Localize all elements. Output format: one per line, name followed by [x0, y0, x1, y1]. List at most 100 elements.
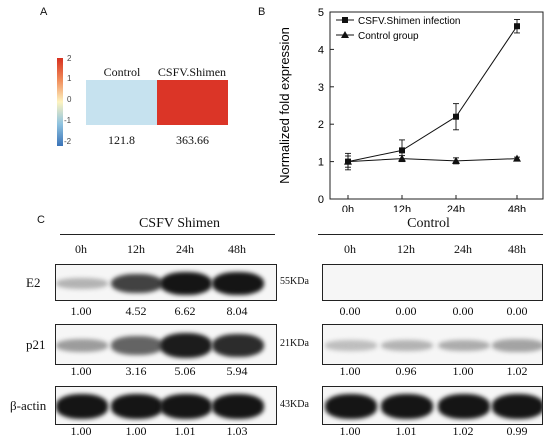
heatmap-colorbar [57, 58, 63, 146]
blot-left-timepoint: 12h [127, 242, 145, 256]
blot-right-p21 [322, 324, 543, 365]
y-tick-label: 3 [318, 82, 324, 94]
colorbar-ticks: 2 1 0 -1 -2 [64, 54, 85, 150]
panel-label-c: C [37, 214, 45, 226]
data-point-triangle [344, 157, 352, 165]
blot-left-value: 6.62 [174, 304, 196, 318]
y-tick-label: 1 [318, 157, 324, 169]
blot-right-timepoint: 12h [397, 242, 415, 256]
data-point-triangle [398, 154, 406, 162]
blot-kda-label: 21KDa [280, 337, 309, 349]
legend-label: CSFV.Shimen infection [358, 16, 460, 27]
legend-marker-square [342, 17, 348, 23]
data-point-square [453, 113, 459, 120]
heatmap-column-control: Control [103, 65, 141, 79]
blot-band [492, 339, 542, 352]
blot-left-value: 5.94 [226, 364, 248, 378]
blot-row-label: p21 [26, 336, 46, 352]
blot-band [438, 394, 490, 419]
y-tick-label: 4 [318, 44, 324, 56]
blot-right-timepoint: 0h [344, 242, 356, 256]
blot-left-value: 1.01 [174, 424, 196, 438]
heatmap-cell-control [86, 80, 157, 125]
blot-band [160, 271, 212, 296]
x-tick-label: 24h [447, 204, 465, 212]
blot-band [381, 339, 433, 352]
x-tick-label: 12h [393, 204, 411, 212]
colorbar-tick: 1 [67, 74, 72, 83]
blot-right-timepoint: 24h [454, 242, 472, 256]
legend-marker-triangle [341, 31, 349, 38]
blot-band [160, 333, 212, 358]
blot-right-value: 1.02 [506, 364, 528, 378]
blot-band [56, 278, 108, 289]
blot-band [492, 394, 542, 419]
blot-right-title: Control [407, 216, 450, 231]
blot-band [111, 273, 163, 294]
blot-left-title-underline [60, 234, 275, 235]
blot-right-timepoint: 48h [508, 242, 526, 256]
blot-band [111, 336, 163, 355]
heatmap-value-csfv: 363.66 [176, 133, 209, 147]
data-point-square [399, 147, 405, 154]
heatmap-cell-csfv [157, 80, 228, 125]
blot-kda-label: 43KDa [280, 398, 309, 410]
blot-band [111, 394, 163, 419]
blot-left-value: 1.00 [70, 364, 92, 378]
blot-band [325, 340, 377, 351]
y-tick-label: 5 [318, 7, 324, 19]
series-line [347, 25, 518, 163]
blot-left-value: 8.04 [226, 304, 248, 318]
blot-band [212, 271, 264, 296]
blot-left-timepoint: 0h [75, 242, 87, 256]
blot-band [212, 394, 264, 419]
blot-right-value: 0.00 [339, 304, 361, 318]
blot-band [325, 394, 377, 419]
blot-row-label: β-actin [10, 397, 47, 413]
x-tick-label: 0h [342, 204, 354, 212]
x-tick-label: 48h [508, 204, 526, 212]
panel-label-b: B [258, 6, 266, 18]
blot-right-value: 0.00 [395, 304, 417, 318]
blot-left-value: 4.52 [125, 304, 147, 318]
blot-right-value: 1.01 [395, 424, 417, 438]
blot-right-value: 1.00 [452, 364, 474, 378]
plot-frame [329, 11, 544, 200]
data-point-triangle [513, 154, 521, 162]
heatmap-value-control: 121.8 [108, 133, 135, 147]
blot-row-label: E2 [26, 274, 41, 290]
blot-left-timepoint: 24h [176, 242, 194, 256]
data-point-triangle [452, 156, 460, 164]
blot-right-value: 1.00 [339, 364, 361, 378]
blot-left-value: 5.06 [174, 364, 196, 378]
fold-expression-chart: 0 1 2 3 4 5 0h 12h 24h 48h Normalized fold express… [277, 7, 544, 212]
heatmap-column-csfv: CSFV.Shimen [157, 65, 227, 79]
colorbar-tick: -2 [64, 137, 72, 146]
blot-right-title-underline [318, 234, 543, 235]
blot-right-value: 0.00 [506, 304, 528, 318]
colorbar-tick: -1 [64, 116, 72, 125]
y-tick-label: 0 [318, 194, 324, 206]
blot-left-E2 [55, 264, 277, 301]
blot-left-value: 1.00 [70, 304, 92, 318]
blot-band [160, 394, 212, 419]
blot-left-timepoint: 48h [228, 242, 246, 256]
blot-left-value: 3.16 [125, 364, 147, 378]
blot-left-p21 [55, 324, 277, 365]
blot-right-value: 0.00 [452, 304, 474, 318]
blot-band [381, 394, 433, 419]
blot-band [56, 338, 108, 353]
blot-left-value: 1.00 [125, 424, 147, 438]
data-point-square [514, 23, 520, 30]
blot-right-value: 1.02 [452, 424, 474, 438]
blot-left-value: 1.00 [70, 424, 92, 438]
colorbar-tick: 0 [67, 95, 72, 104]
blot-right-β-actin [322, 386, 543, 425]
blot-left-title: CSFV Shimen [138, 216, 221, 231]
blot-band [212, 333, 264, 358]
blot-left-β-actin [55, 386, 277, 425]
blot-right-value: 1.00 [339, 424, 361, 438]
y-tick-label: 2 [318, 119, 324, 131]
series-line [347, 158, 518, 163]
blot-kda-label: 55KDa [280, 275, 309, 287]
